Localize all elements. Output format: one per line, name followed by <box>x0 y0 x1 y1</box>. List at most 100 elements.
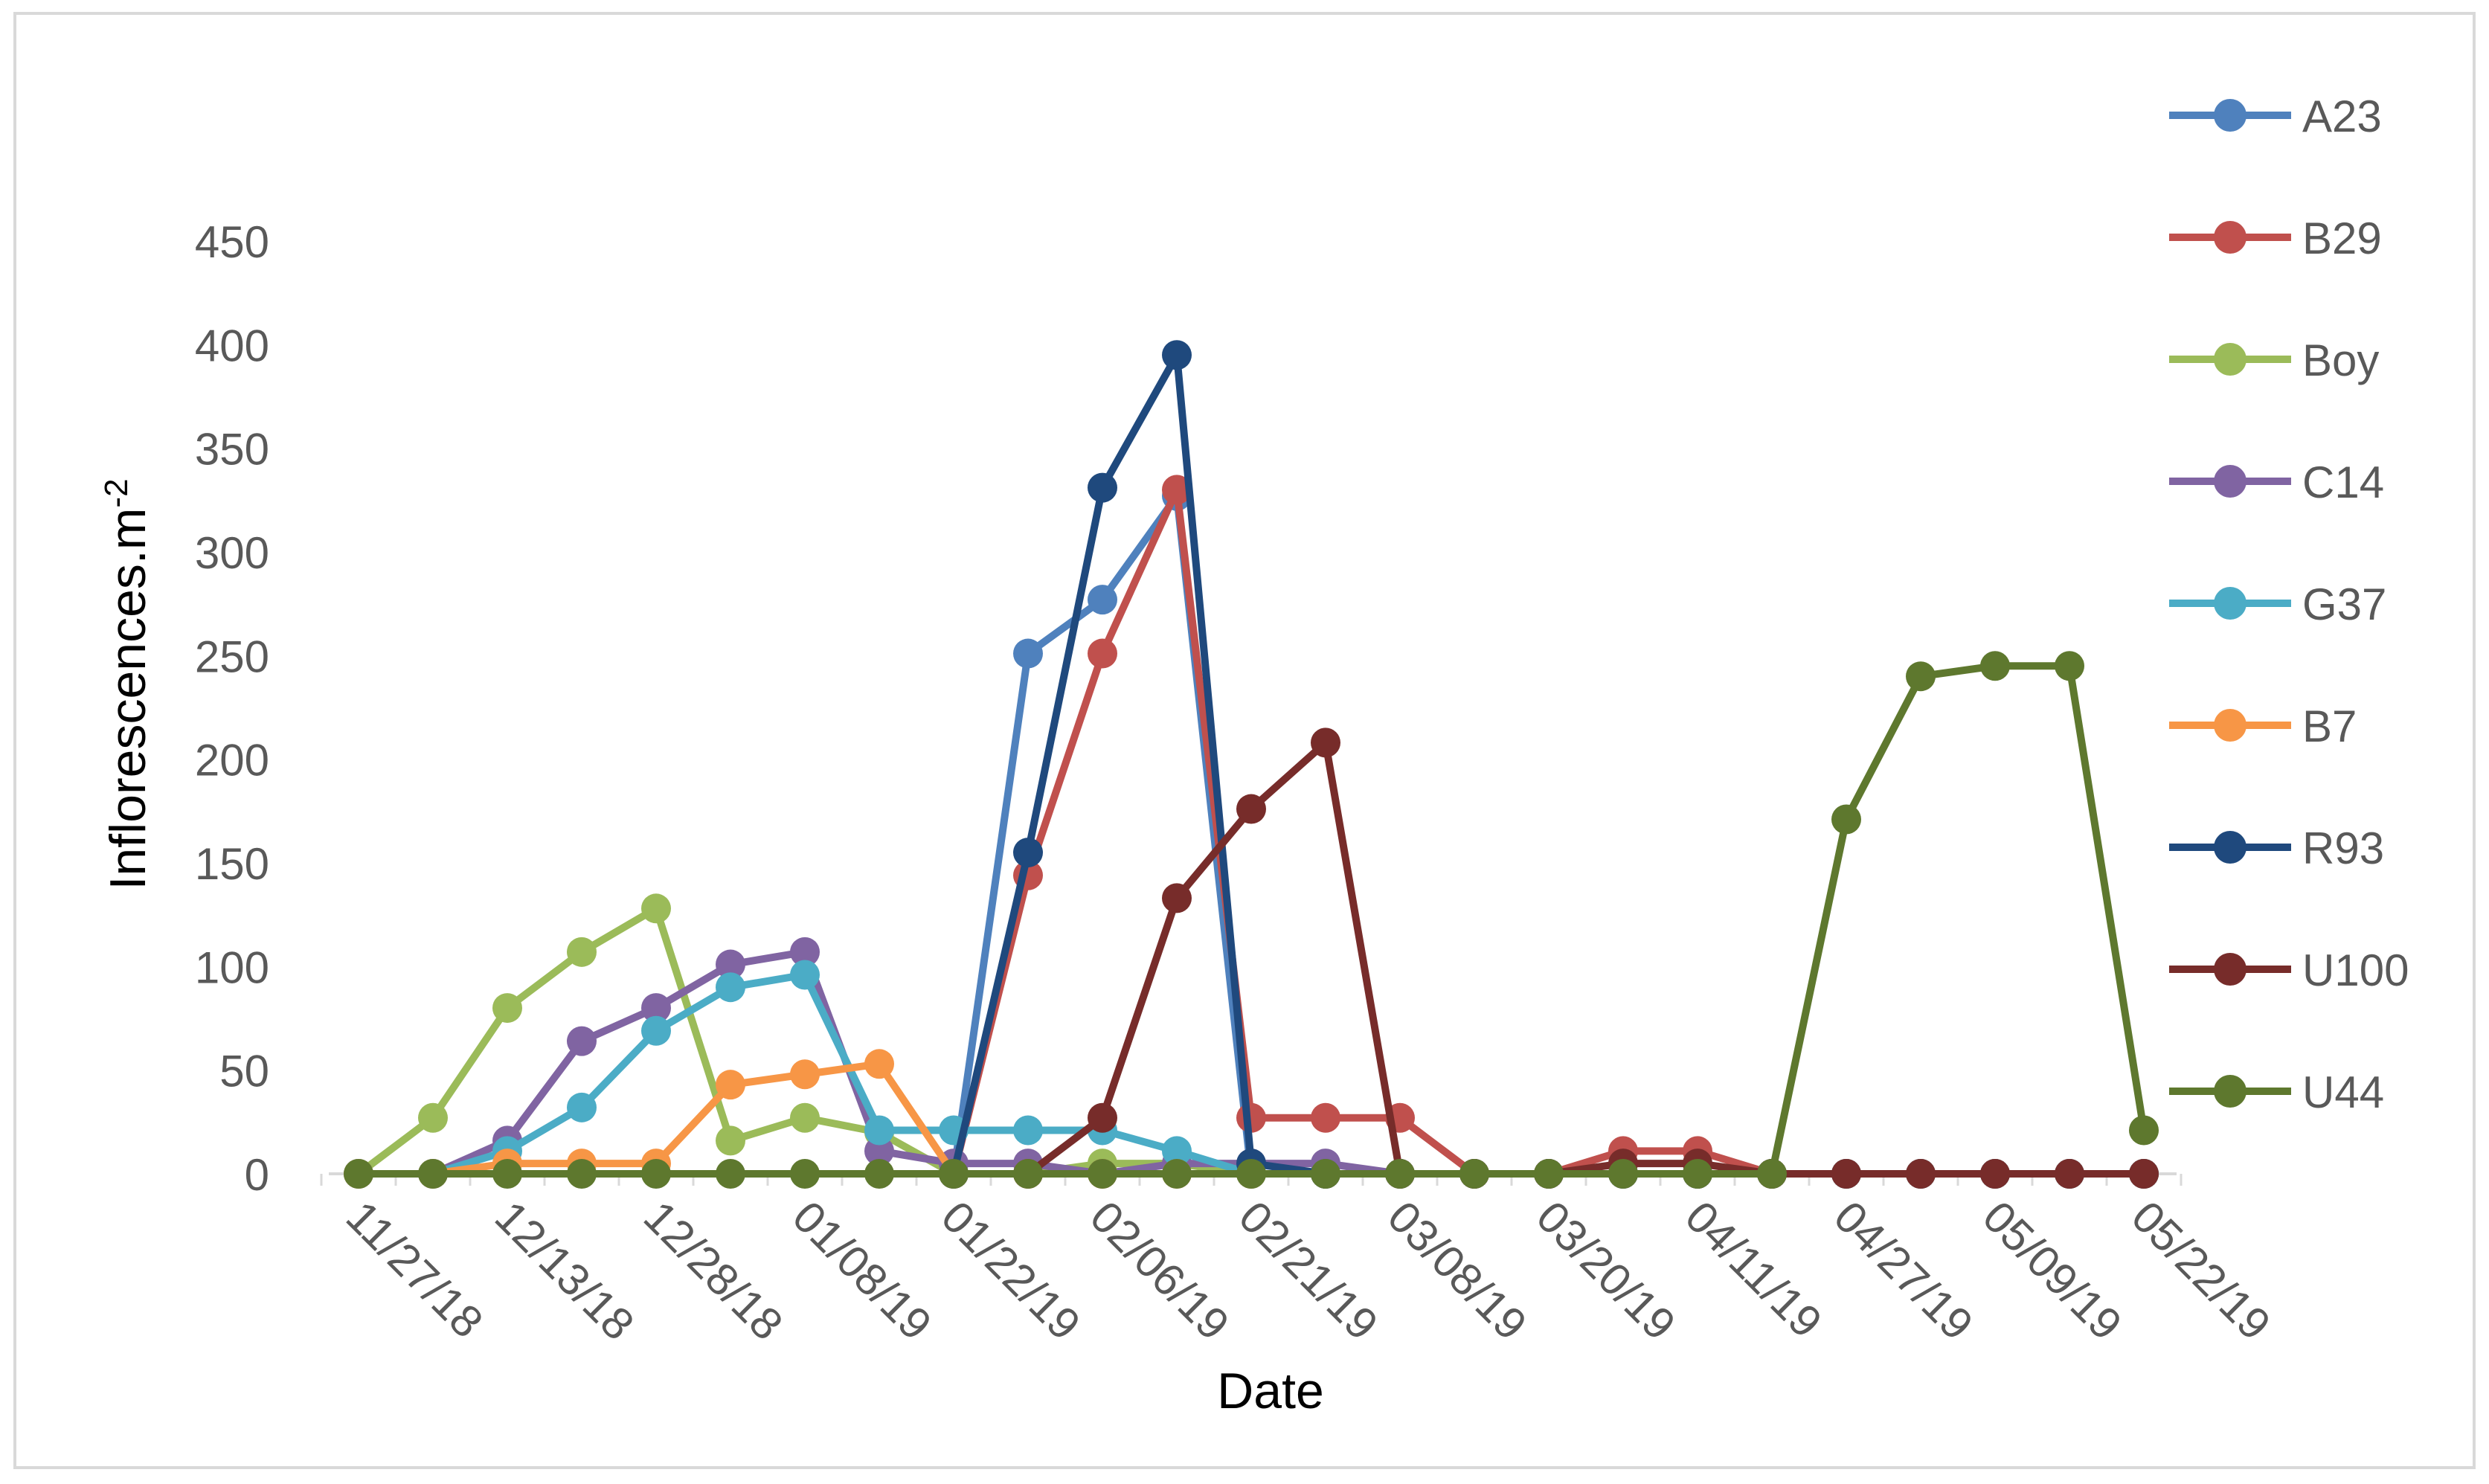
data-point <box>1534 1159 1564 1189</box>
data-point <box>1311 1159 1340 1189</box>
data-point <box>1236 1159 1266 1189</box>
y-tick-label: 400 <box>195 321 269 370</box>
data-point <box>1980 651 2010 681</box>
y-axis-title-superscript: -2 <box>98 478 135 507</box>
data-point <box>939 1159 969 1189</box>
legend-swatch-marker <box>2214 221 2246 254</box>
data-point <box>1385 1159 1415 1189</box>
data-point <box>1088 585 1117 615</box>
data-point <box>492 1159 522 1189</box>
legend-label: G37 <box>2302 579 2386 629</box>
y-tick-label: 50 <box>219 1047 269 1096</box>
y-tick-label: 0 <box>245 1150 269 1200</box>
data-point <box>716 949 745 980</box>
legend-swatch-marker <box>2214 953 2246 986</box>
data-point <box>344 1159 373 1189</box>
legend-swatch-marker <box>2214 99 2246 132</box>
data-point <box>716 1125 745 1156</box>
data-point <box>790 960 820 990</box>
data-point <box>790 1159 820 1189</box>
data-point <box>864 1115 894 1146</box>
data-point <box>641 1015 671 1046</box>
data-point <box>1236 794 1266 824</box>
data-point <box>2055 1159 2084 1189</box>
data-point <box>716 972 745 1003</box>
data-point <box>790 1102 820 1133</box>
legend-item-c14: C14 <box>2169 457 2384 507</box>
data-point <box>716 1070 745 1100</box>
data-point <box>790 1059 820 1090</box>
y-tick-label: 200 <box>195 736 269 786</box>
legend-item-g37: G37 <box>2169 579 2386 629</box>
legend-swatch-marker <box>2214 1075 2246 1108</box>
series-layer <box>344 340 2159 1189</box>
legend-label: U44 <box>2302 1067 2384 1117</box>
data-point <box>1162 1136 1192 1166</box>
legend-item-boy: Boy <box>2169 335 2379 385</box>
data-point <box>1162 340 1192 370</box>
y-tick-label: 250 <box>195 632 269 681</box>
legend-label: C14 <box>2302 457 2384 507</box>
y-tick-label: 100 <box>195 942 269 992</box>
data-point <box>1831 1159 1861 1189</box>
legend-item-u44: U44 <box>2169 1067 2384 1117</box>
data-point <box>1088 472 1117 503</box>
legend-item-r93: R93 <box>2169 823 2384 873</box>
data-point <box>418 1102 448 1133</box>
y-tick-label: 300 <box>195 528 269 578</box>
data-point <box>864 1136 894 1166</box>
y-axis: 0 50 100 150 200 250 300 350 400 450 <box>195 217 269 1200</box>
legend-swatch-marker <box>2214 587 2246 620</box>
data-point <box>1088 1102 1117 1133</box>
legend-label: B29 <box>2302 213 2382 263</box>
data-point <box>641 993 671 1024</box>
data-point <box>716 1159 745 1189</box>
data-point <box>1013 838 1043 868</box>
data-point <box>1683 1159 1712 1189</box>
data-point <box>1906 1159 1936 1189</box>
y-axis-title: Inflorescences.m-2 <box>98 478 157 890</box>
legend-item-b7: B7 <box>2169 701 2357 751</box>
data-point <box>1311 1102 1340 1133</box>
legend-label: B7 <box>2302 701 2357 751</box>
data-point <box>567 1159 597 1189</box>
data-point <box>1088 1159 1117 1189</box>
y-tick-label: 150 <box>195 839 269 889</box>
y-tick-label: 450 <box>195 217 269 267</box>
data-point <box>567 1026 597 1056</box>
data-point <box>790 937 820 967</box>
data-point <box>1013 1115 1043 1146</box>
legend-label: A23 <box>2302 91 2382 141</box>
legend-swatch-marker <box>2214 465 2246 498</box>
data-point <box>1459 1159 1489 1189</box>
data-point <box>2055 651 2084 681</box>
chart-border <box>13 12 2476 1469</box>
legend-label: R93 <box>2302 823 2384 873</box>
data-point <box>1162 883 1192 913</box>
data-point <box>864 1159 894 1189</box>
data-point <box>864 1049 894 1079</box>
legend-swatch-marker <box>2214 831 2246 864</box>
legend-swatch-marker <box>2214 709 2246 742</box>
data-point <box>1906 661 1936 692</box>
data-point <box>1757 1159 1787 1189</box>
y-tick-label: 350 <box>195 425 269 475</box>
data-point <box>567 1092 597 1122</box>
data-point <box>1162 475 1192 505</box>
legend-item-b29: B29 <box>2169 213 2382 263</box>
legend-item-a23: A23 <box>2169 91 2382 141</box>
data-point <box>1162 1159 1192 1189</box>
data-point <box>1088 638 1117 669</box>
legend-swatch-marker <box>2214 343 2246 376</box>
x-axis-title: Date <box>1217 1363 1324 1419</box>
data-point <box>1831 804 1861 835</box>
data-point <box>1980 1159 2010 1189</box>
data-point <box>492 993 522 1024</box>
data-point <box>2129 1115 2159 1146</box>
data-point <box>2129 1159 2159 1189</box>
legend-item-u100: U100 <box>2169 945 2409 995</box>
data-point <box>641 893 671 924</box>
data-point <box>1013 1159 1043 1189</box>
